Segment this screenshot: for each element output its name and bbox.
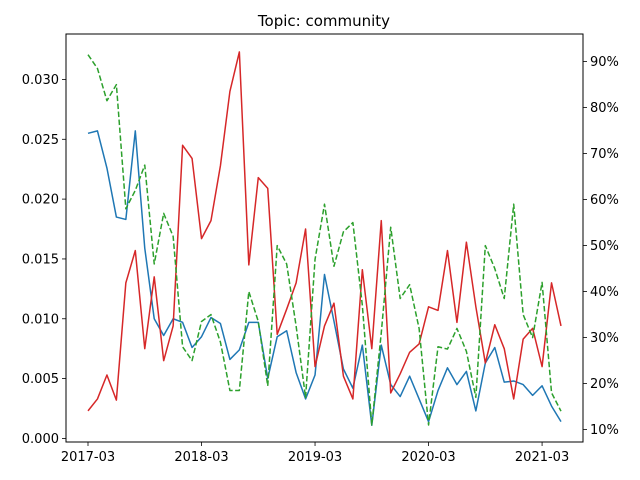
- series-line-0: [87, 130, 562, 426]
- plot-lines: [87, 51, 562, 426]
- y2-tick-label: 60%: [590, 193, 619, 208]
- y2-tick-label: 50%: [590, 239, 619, 254]
- y2-tick-label: 80%: [590, 101, 619, 116]
- series-line-1: [87, 51, 562, 412]
- plot-frame: [65, 33, 584, 443]
- x-tick-label: 2021-03: [515, 450, 569, 465]
- series-line-2: [87, 54, 562, 426]
- x-tick-label: 2017-03: [61, 450, 115, 465]
- x-tick-label: 2019-03: [288, 450, 342, 465]
- y-tick-label: 0.010: [22, 312, 59, 327]
- y-tick-label: 0.030: [22, 73, 59, 88]
- y-tick-label: 0.005: [22, 372, 59, 387]
- left-axis: 0.000 0.005 0.010 0.015 0.020 0.025 0.030: [22, 73, 66, 447]
- y2-tick-label: 20%: [590, 377, 619, 392]
- bottom-axis: 2017-03 2018-03 2019-03 2020-03 2021-03: [61, 442, 569, 465]
- y-tick-label: 0.015: [22, 252, 59, 267]
- y-tick-label: 0.020: [22, 193, 59, 208]
- y2-tick-label: 40%: [590, 285, 619, 300]
- y-tick-label: 0.000: [22, 432, 59, 447]
- chart-title: Topic: community: [257, 12, 390, 30]
- x-tick-label: 2018-03: [174, 450, 228, 465]
- y2-tick-label: 90%: [590, 55, 619, 70]
- x-tick-label: 2020-03: [401, 450, 455, 465]
- y2-tick-label: 10%: [590, 423, 619, 438]
- y2-tick-label: 70%: [590, 147, 619, 162]
- y-tick-label: 0.025: [22, 133, 59, 148]
- right-axis: 10% 20% 30% 40% 50% 60% 70% 80% 90%: [583, 55, 619, 438]
- y2-tick-label: 30%: [590, 331, 619, 346]
